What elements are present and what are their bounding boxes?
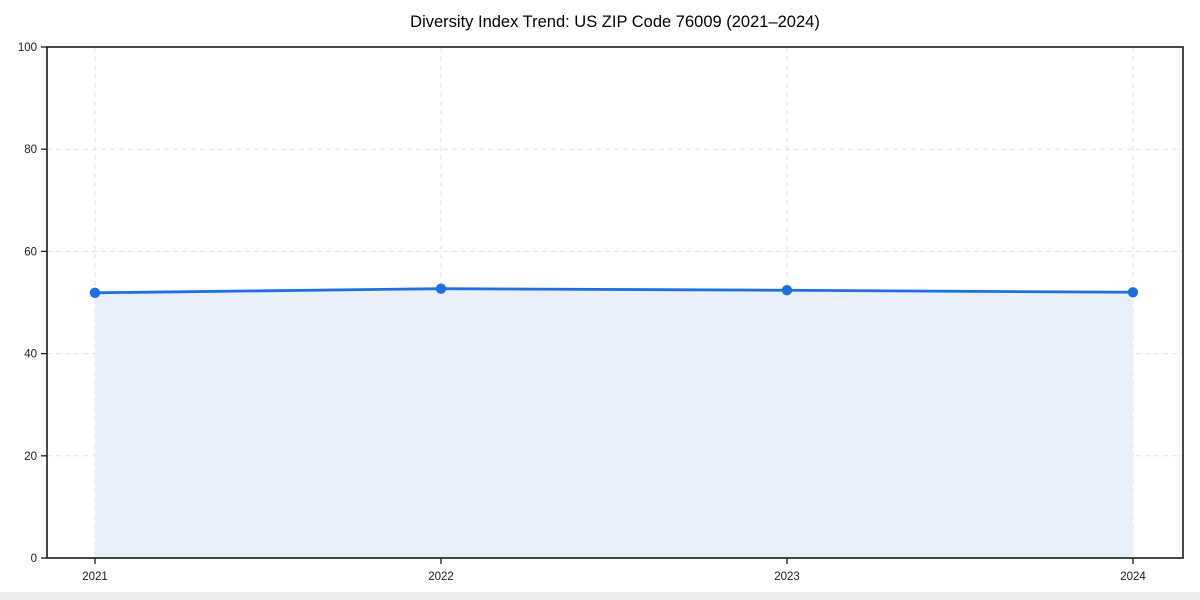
x-tick-label: 2021 <box>82 571 108 583</box>
y-tick-label: 60 <box>24 246 37 258</box>
line-layer <box>93 287 1135 295</box>
data-point <box>781 285 793 296</box>
y-tick-label: 80 <box>24 144 37 156</box>
y-tick-label: 40 <box>24 349 37 361</box>
data-point <box>435 283 447 294</box>
y-tick-label: 20 <box>24 451 37 463</box>
x-tick-label: 2022 <box>428 571 454 583</box>
chart-title: Diversity Index Trend: US ZIP Code 76009… <box>410 13 820 31</box>
x-tick-label: 2024 <box>1120 571 1146 583</box>
label-layer: 0 20 40 60 80 100 2021 2022 2023 2024 <box>18 42 1147 583</box>
y-tick-label: 100 <box>18 42 37 54</box>
x-tick-label: 2023 <box>774 571 800 583</box>
plot-border <box>46 46 1184 559</box>
area-fill <box>95 288 1133 558</box>
area-layer <box>95 288 1133 558</box>
data-point <box>1127 287 1139 298</box>
data-point <box>89 287 101 298</box>
bottom-edge-strip <box>0 592 1200 600</box>
axis-layer <box>41 46 1184 564</box>
trend-line <box>93 287 1135 295</box>
y-tick-label: 0 <box>31 553 37 565</box>
marker-layer <box>89 283 1139 298</box>
